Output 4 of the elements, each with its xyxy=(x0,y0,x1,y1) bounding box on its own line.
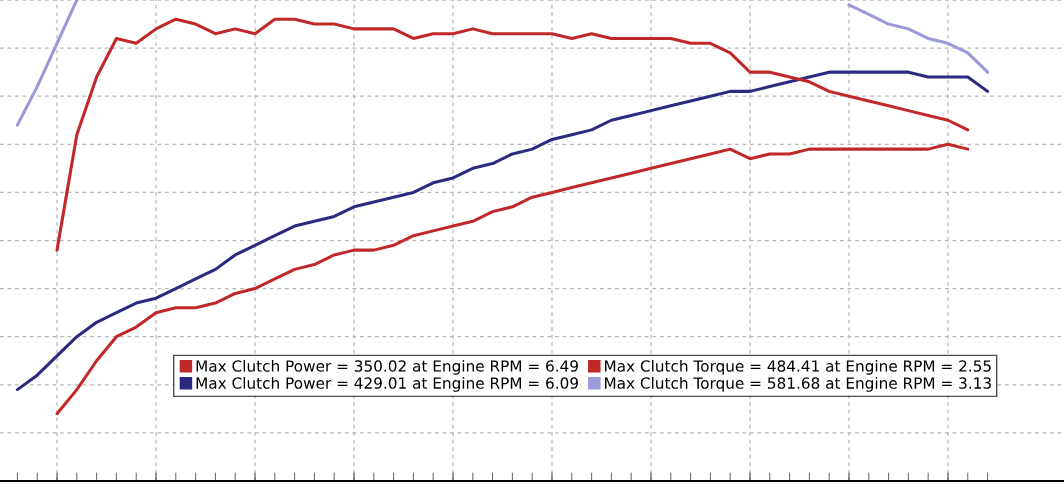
legend-label: Max Clutch Torque = 581.68 at Engine RPM = 3.13 xyxy=(604,377,991,392)
legend-label: Max Clutch Power = 350.02 at Engine RPM = 6.49 xyxy=(196,359,578,375)
legend-label: Max Clutch Power = 429.01 at Engine RPM = 6.09 xyxy=(196,377,578,392)
legend-label: Max Clutch Torque = 484.41 at Engine RPM = 2.55 xyxy=(604,359,991,375)
